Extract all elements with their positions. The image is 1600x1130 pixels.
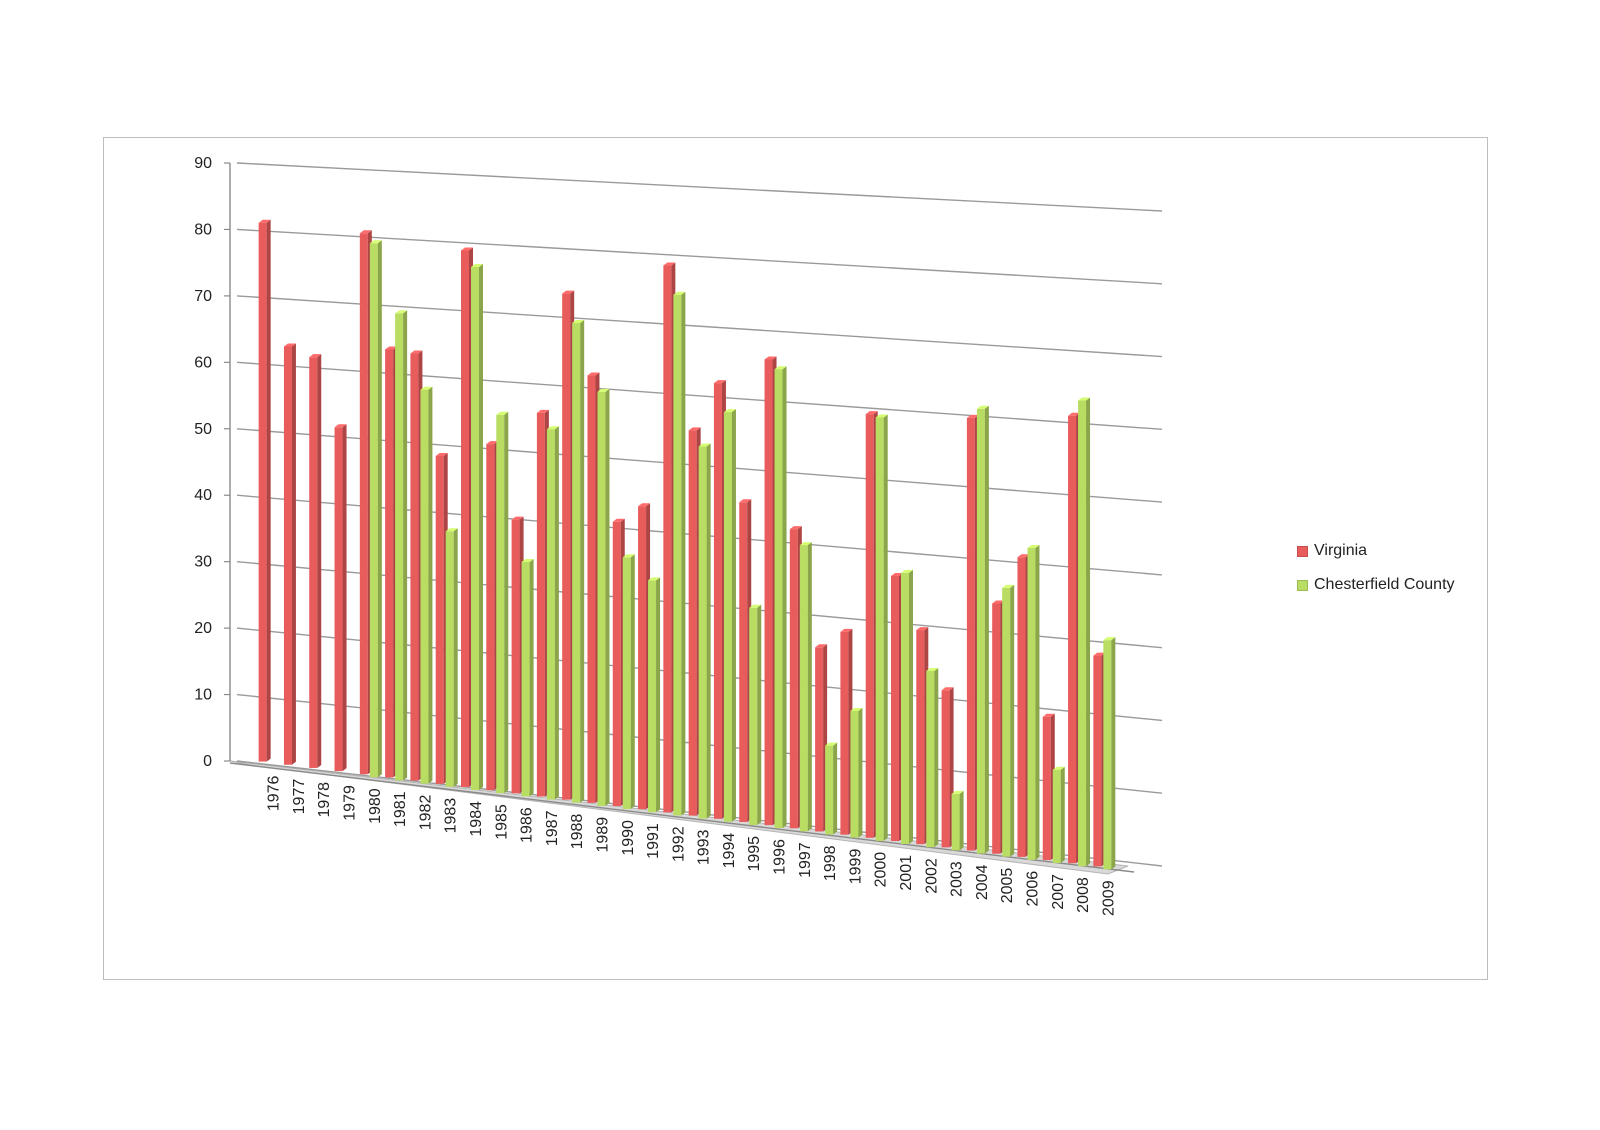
bar-chesterfield-1998	[825, 742, 838, 835]
bar-chesterfield-2005	[1002, 584, 1015, 857]
xtick-label-2002: 2002	[923, 858, 940, 894]
x-axis	[229, 762, 1135, 873]
bar-chesterfield-1983	[445, 528, 458, 787]
bar-virginia-1979	[334, 424, 347, 772]
ytick-label-90: 90	[194, 155, 212, 172]
xtick-label-1999: 1999	[847, 849, 864, 885]
ytick-label-30: 30	[194, 554, 212, 571]
gridline-80	[236, 228, 1163, 285]
xtick-label-1977: 1977	[291, 779, 308, 815]
ytick-label-60: 60	[194, 354, 212, 371]
xtick-label-1981: 1981	[392, 791, 409, 827]
xtick-label-1987: 1987	[544, 810, 561, 846]
bar-chesterfield-1987	[546, 426, 559, 800]
bar-chesterfield-2000	[875, 414, 888, 841]
bar-chesterfield-1986	[521, 558, 534, 797]
xtick-label-1995: 1995	[746, 836, 763, 872]
bar-chesterfield-1982	[420, 386, 433, 784]
gridline-70	[236, 295, 1163, 358]
xtick-label-1990: 1990	[620, 820, 637, 856]
bar-chesterfield-2009	[1103, 637, 1116, 870]
bar-chesterfield-1985	[496, 411, 509, 794]
xtick-label-1991: 1991	[645, 823, 662, 859]
bar-chesterfield-1996	[774, 366, 787, 829]
bar-virginia-1976	[258, 219, 271, 762]
bar-chesterfield-2004	[976, 405, 989, 854]
legend-swatch-virginia	[1297, 545, 1308, 557]
chart-frame: 0 10 20 30 40 50 60 70 80 90 1976 1977 1978 1979 1980…	[103, 137, 1488, 980]
xtick-label-1998: 1998	[822, 845, 839, 881]
xtick-label-1980: 1980	[367, 788, 384, 824]
xtick-label-1996: 1996	[772, 839, 789, 875]
bar-chesterfield-2001	[901, 569, 913, 844]
bar-chesterfield-1991	[648, 577, 661, 813]
xtick-label-1984: 1984	[468, 801, 485, 837]
xtick-label-1983: 1983	[443, 798, 460, 834]
xtick-label-1978: 1978	[316, 782, 333, 818]
gridline-90	[236, 162, 1163, 212]
bar-chesterfield-1990	[622, 554, 635, 810]
bar-virginia-1978	[309, 354, 322, 768]
bar-chesterfield-2003	[951, 790, 964, 851]
ytick-label-70: 70	[194, 288, 212, 305]
xtick-label-2006: 2006	[1024, 871, 1041, 907]
xtick-label-1982: 1982	[417, 795, 434, 831]
ytick-label-80: 80	[194, 221, 212, 238]
bar-chesterfield-1995	[749, 604, 762, 825]
xtick-label-2008: 2008	[1075, 877, 1092, 913]
xtick-label-1992: 1992	[670, 826, 687, 862]
legend-item-chesterfield: Chesterfield County	[1297, 568, 1455, 602]
bar-chart: 0 10 20 30 40 50 60 70 80 90 1976 1977 1978 1979 1980…	[194, 155, 1163, 916]
xtick-label-2007: 2007	[1050, 874, 1067, 910]
legend: Virginia Chesterfield County	[1297, 534, 1455, 602]
bar-chesterfield-1993	[698, 443, 711, 819]
bar-chesterfield-1997	[799, 542, 812, 832]
ytick-label-40: 40	[194, 487, 212, 504]
bar-chesterfield-2002	[926, 668, 939, 848]
xtick-label-1976: 1976	[266, 775, 283, 811]
xtick-label-2000: 2000	[873, 852, 890, 888]
bar-chesterfield-2007	[1052, 766, 1065, 864]
xtick-label-2005: 2005	[999, 868, 1016, 904]
legend-label-chesterfield: Chesterfield County	[1314, 576, 1455, 593]
xtick-label-1997: 1997	[797, 842, 814, 878]
bar-chesterfield-1994	[723, 409, 736, 822]
ytick-label-20: 20	[194, 620, 212, 637]
bar-chesterfield-1981	[395, 310, 408, 781]
bar-chesterfield-1999	[850, 707, 863, 838]
bar-chesterfield-2006	[1027, 545, 1040, 860]
xtick-label-2004: 2004	[974, 864, 991, 900]
xtick-label-1988: 1988	[569, 814, 586, 850]
xtick-label-2009: 2009	[1100, 880, 1117, 916]
bar-chesterfield-1992	[673, 291, 686, 816]
xtick-label-1993: 1993	[696, 829, 713, 865]
xtick-label-1989: 1989	[594, 817, 611, 853]
xtick-label-2003: 2003	[949, 861, 966, 897]
legend-item-virginia: Virginia	[1297, 534, 1455, 568]
ytick-label-50: 50	[194, 421, 212, 438]
xtick-label-1979: 1979	[342, 785, 359, 821]
bar-chesterfield-1980	[369, 240, 382, 778]
bar-chesterfield-1989	[597, 388, 610, 806]
ytick-label-10: 10	[194, 687, 212, 704]
ytick-label-0: 0	[203, 753, 212, 770]
bar-chesterfield-1988	[572, 319, 585, 803]
bar-chesterfield-2008	[1078, 397, 1091, 867]
xtick-label-1994: 1994	[721, 833, 738, 869]
xtick-label-1986: 1986	[519, 807, 536, 843]
bar-chesterfield-1984	[471, 263, 483, 790]
bar-virginia-1977	[283, 343, 296, 765]
xtick-label-2001: 2001	[898, 855, 915, 891]
legend-swatch-chesterfield	[1297, 579, 1308, 591]
xtick-label-1985: 1985	[493, 804, 510, 840]
legend-label-virginia: Virginia	[1314, 542, 1368, 559]
